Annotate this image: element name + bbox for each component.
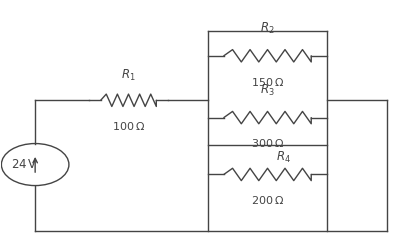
Text: $R_1$: $R_1$ [121,68,136,83]
Text: $R_4$: $R_4$ [276,150,291,165]
Text: $R_3$: $R_3$ [260,83,275,98]
Text: $300\,\Omega$: $300\,\Omega$ [251,137,284,149]
Text: $150\,\Omega$: $150\,\Omega$ [251,76,284,88]
Text: $R_2$: $R_2$ [260,21,275,36]
Text: $100\,\Omega$: $100\,\Omega$ [112,120,145,132]
Text: $24\,\mathrm{V}$: $24\,\mathrm{V}$ [11,158,38,171]
Text: $200\,\Omega$: $200\,\Omega$ [251,194,284,206]
